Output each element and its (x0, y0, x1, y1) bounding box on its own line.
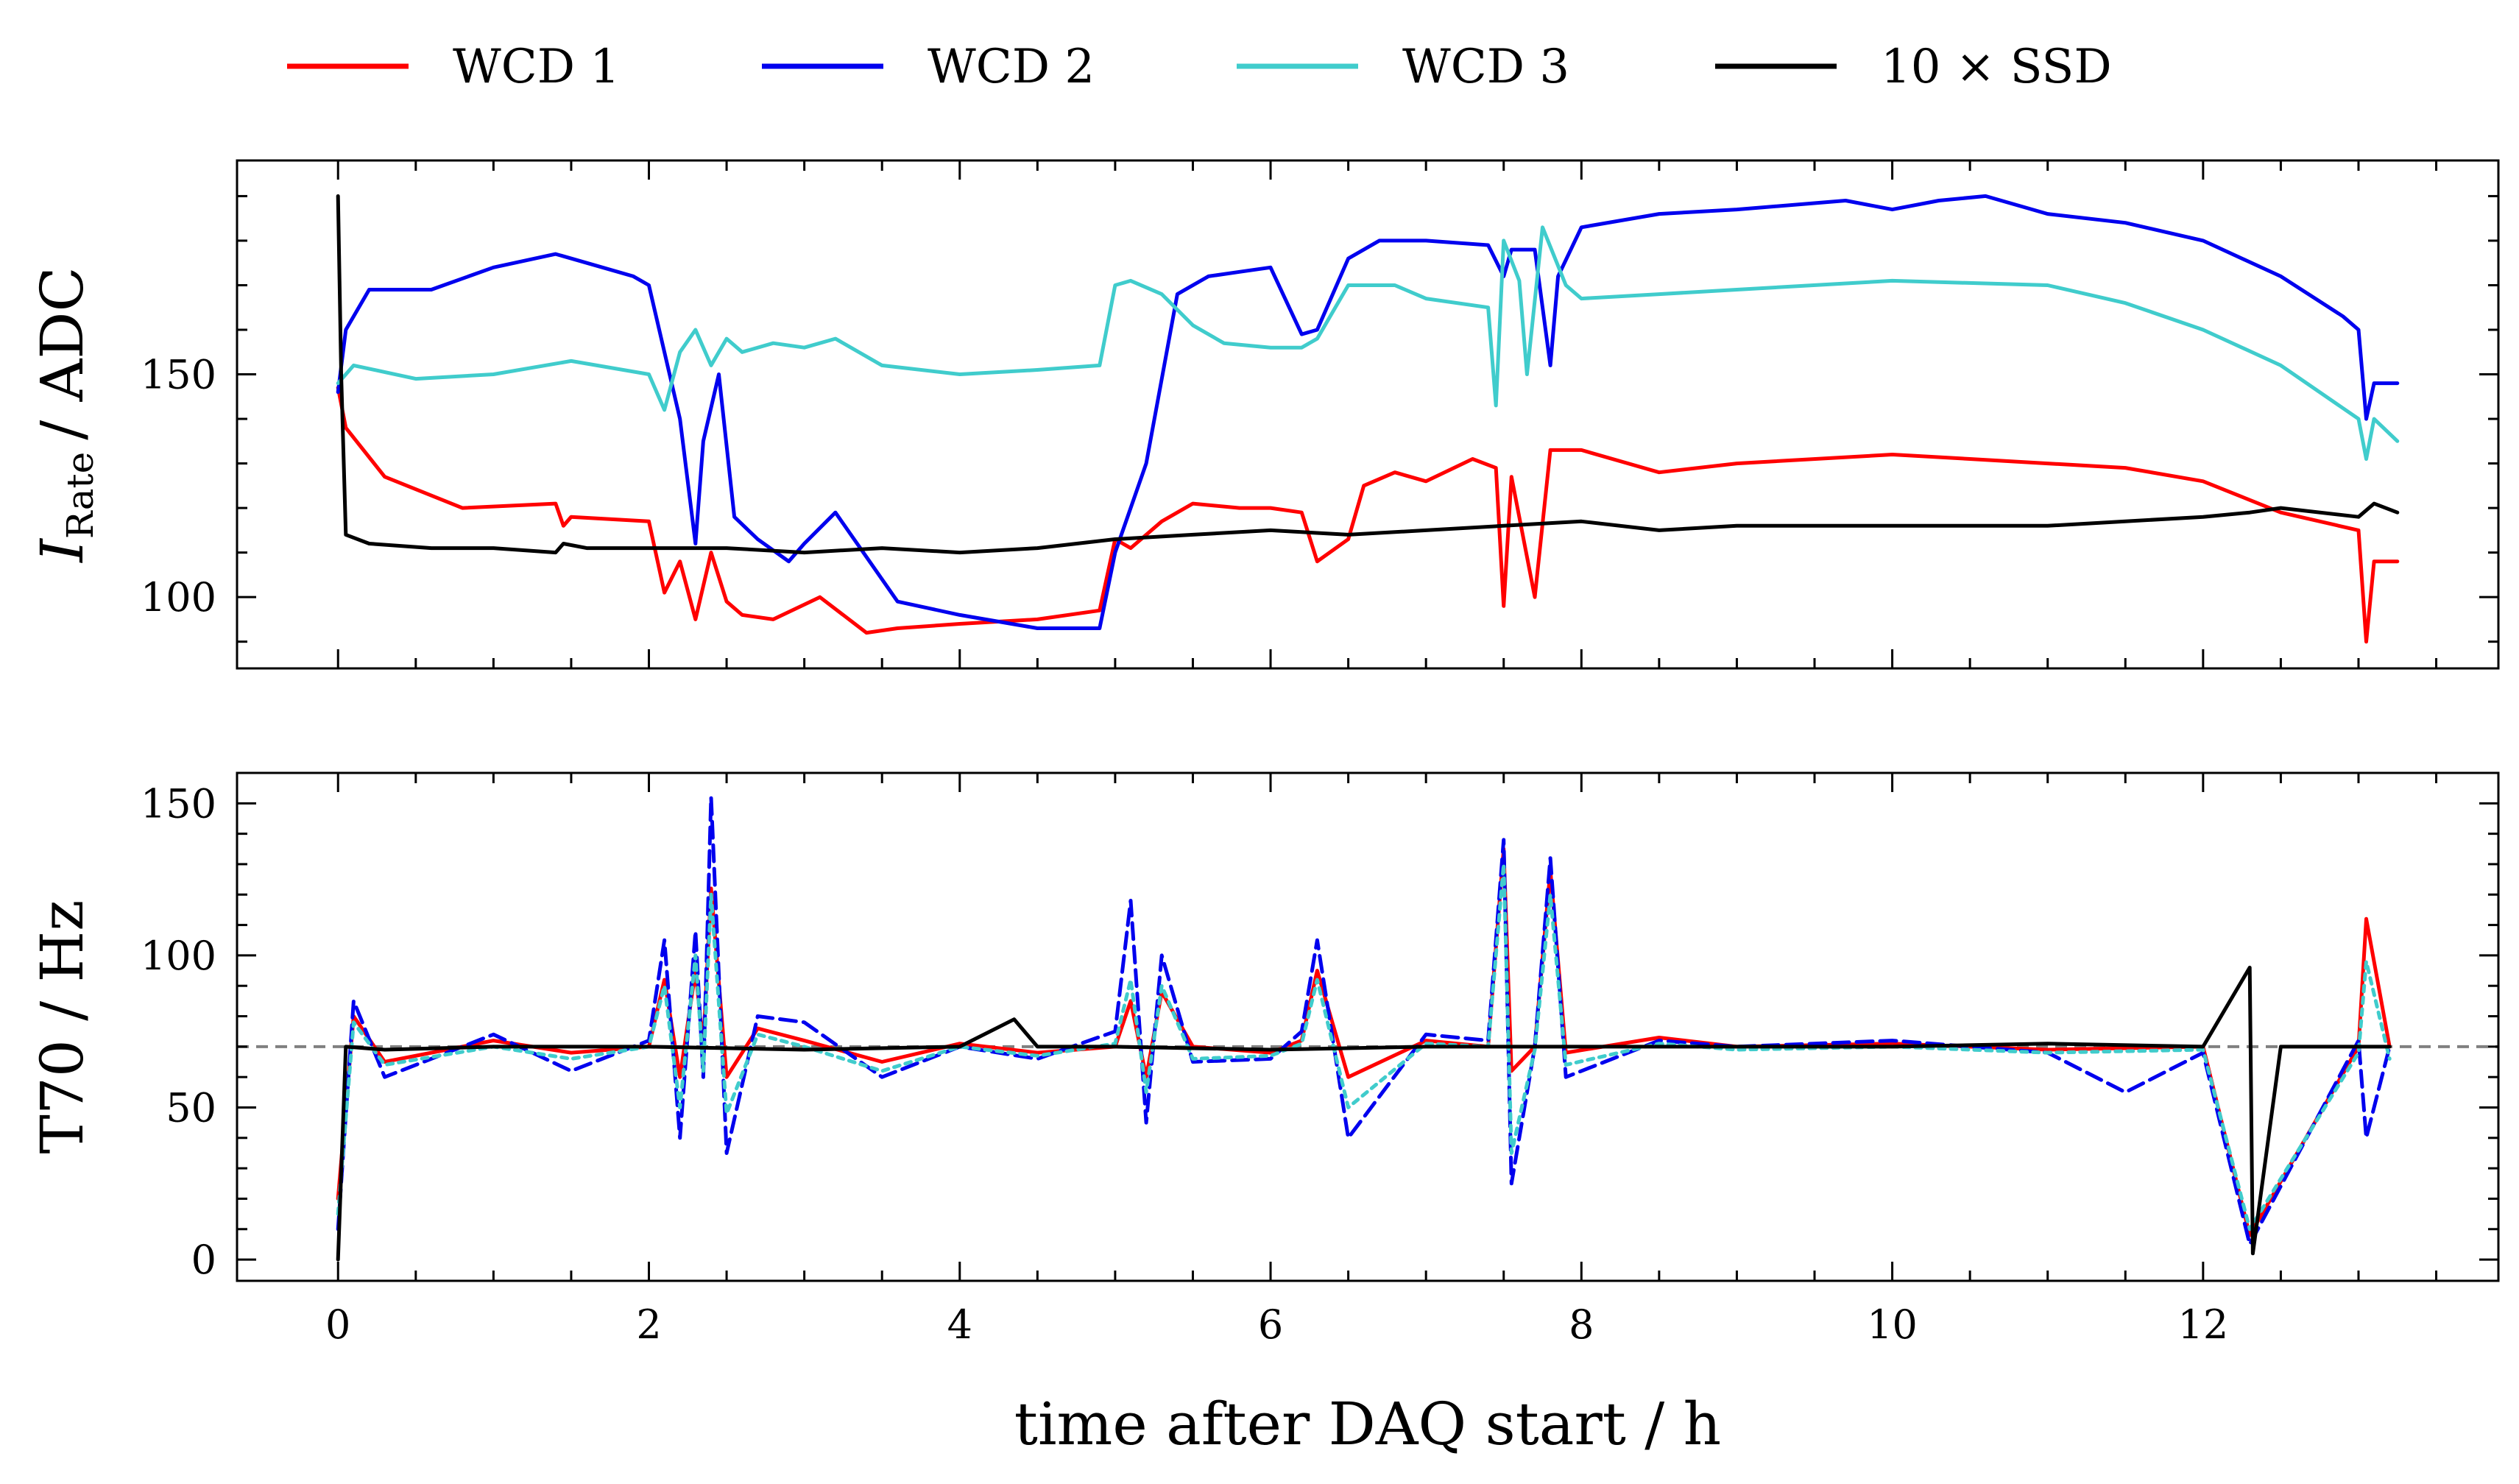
top-series-wcd-2 (336, 194, 2400, 630)
bottom-series-wcd-3 (336, 862, 2392, 1232)
bottom-axes-frame (236, 771, 2500, 1282)
legend-label-wcd1: WCD 1 (453, 40, 620, 94)
bottom-panel: 0 2 4 6 8 10 12 0 50 100 150 T70 / Hz time after D… (28, 771, 2500, 1458)
bottom-x-tick-label: 4 (947, 1301, 972, 1348)
legend-label-wcd3: WCD 3 (1402, 40, 1569, 94)
legend-label-ssd: 10 × SSD (1881, 40, 2112, 94)
bottom-y-tick-label: 50 (166, 1084, 216, 1131)
bottom-x-tick-label: 12 (2177, 1301, 2228, 1348)
top-series-wcd-1 (336, 386, 2400, 644)
bottom-y-axis-title: T70 / Hz (28, 900, 96, 1154)
bottom-series-wcd-2 (336, 795, 2392, 1246)
bottom-y-tick-label: 150 (141, 780, 216, 827)
bottom-x-tick-label: 2 (636, 1301, 661, 1348)
top-axes-frame (236, 159, 2500, 670)
bottom-plot-area (237, 795, 2498, 1262)
bottom-x-tick-label: 10 (1867, 1301, 1918, 1348)
legend-entry-wcd2: WCD 2 (762, 40, 1095, 94)
bottom-axis-ticks: 0 2 4 6 8 10 12 0 50 100 150 (141, 771, 2498, 1348)
top-y-axis-unit: / ADC (28, 266, 96, 440)
legend-label-wcd2: WCD 2 (928, 40, 1095, 94)
bottom-x-tick-label: 0 (325, 1301, 350, 1348)
legend-entry-wcd3: WCD 3 (1237, 40, 1569, 94)
top-y-axis-symbol: I (28, 538, 96, 564)
x-axis-title: time after DAQ start / h (1014, 1390, 1721, 1458)
top-y-axis-title: IRate / ADC (28, 266, 102, 563)
bottom-x-tick-label: 6 (1258, 1301, 1283, 1348)
bottom-x-tick-label: 8 (1569, 1301, 1594, 1348)
top-axis-ticks: 100 150 (141, 160, 2498, 668)
top-y-axis-subscript: Rate (59, 452, 102, 539)
top-series-wcd-3 (336, 225, 2400, 461)
legend: WCD 1 WCD 2 WCD 3 10 × SSD (287, 40, 2112, 94)
legend-entry-wcd1: WCD 1 (287, 40, 620, 94)
bottom-series-10-ssd (336, 965, 2392, 1262)
legend-entry-ssd: 10 × SSD (1715, 40, 2112, 94)
top-plot-area (336, 194, 2400, 644)
top-y-tick-label: 150 (141, 352, 216, 398)
bottom-y-tick-label: 0 (191, 1237, 216, 1283)
top-series-10-ssd (336, 194, 2400, 555)
bottom-y-tick-label: 100 (141, 933, 216, 979)
top-panel: 100 150 IRate / ADC (28, 159, 2500, 670)
top-y-tick-label: 100 (141, 574, 216, 621)
